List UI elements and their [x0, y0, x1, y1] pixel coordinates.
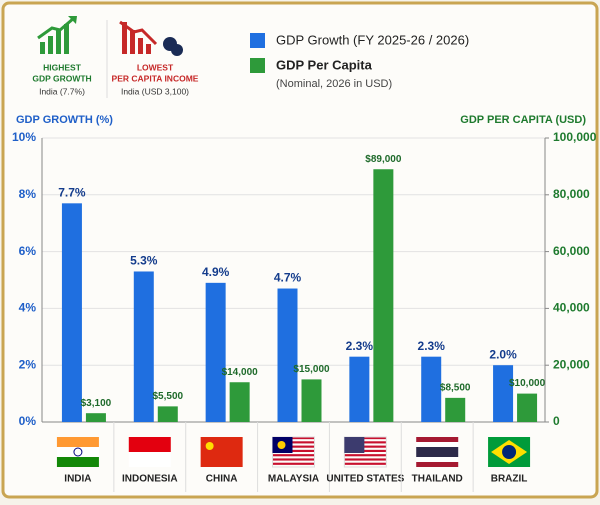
bar	[421, 356, 442, 422]
y2-tick-label: 0	[553, 414, 560, 428]
flag	[344, 437, 387, 440]
flag	[205, 442, 214, 450]
value-label: $89,000	[365, 154, 402, 165]
y-tick-label: 10%	[12, 130, 36, 144]
flag	[416, 437, 459, 442]
x-tick-label: CHINA	[206, 474, 238, 485]
legend-detail: (Nominal, 2026 in USD)	[276, 78, 392, 90]
legend-swatch	[250, 33, 265, 48]
growth-icon	[37, 16, 77, 54]
bar	[61, 203, 82, 422]
y-tick-label: 6%	[19, 244, 37, 258]
flag	[272, 454, 315, 457]
bar	[517, 393, 538, 422]
x-tick-label: UNITED STATES	[326, 474, 404, 485]
bar	[157, 406, 178, 422]
flag	[416, 452, 459, 457]
y2-tick-label: 40,000	[553, 301, 590, 315]
flag	[344, 441, 387, 444]
flag	[277, 441, 286, 449]
y2-tick-label: 20,000	[553, 357, 590, 371]
flag	[344, 445, 387, 448]
y2-axis-label: GDP PER CAPITA (USD)	[460, 114, 586, 126]
callout-title: PER CAPITA INCOME	[112, 73, 199, 83]
legend-label: GDP Per Capita	[276, 57, 373, 72]
value-label: 2.3%	[418, 339, 446, 353]
flag	[344, 458, 387, 461]
value-label: 7.7%	[58, 185, 86, 199]
x-tick-label: INDONESIA	[122, 474, 178, 485]
x-tick-label: MALAYSIA	[268, 474, 319, 485]
bar	[445, 397, 466, 422]
legend-label: GDP Growth (FY 2025-26 / 2026)	[276, 32, 469, 47]
x-tick-label: BRAZIL	[491, 474, 528, 485]
bar	[349, 356, 370, 422]
flag	[272, 441, 315, 444]
y-tick-label: 2%	[19, 357, 37, 371]
flag	[56, 447, 99, 457]
bar	[205, 282, 226, 422]
bar	[493, 365, 514, 422]
value-label: $14,000	[222, 367, 259, 378]
flag	[272, 437, 315, 440]
value-label: 2.3%	[346, 339, 374, 353]
flag	[272, 462, 315, 465]
bar	[277, 288, 298, 422]
flag	[344, 449, 387, 452]
flag	[344, 454, 387, 457]
callout-title: LOWEST	[137, 62, 174, 72]
flag	[344, 437, 365, 453]
flag	[73, 447, 83, 457]
flag	[56, 457, 99, 467]
flag	[416, 447, 459, 452]
bar	[229, 382, 250, 422]
decline-icon	[119, 20, 183, 56]
y2-tick-label: 80,000	[553, 187, 590, 201]
value-label: $3,100	[81, 398, 112, 409]
legend-swatch	[250, 58, 265, 73]
value-label: 4.7%	[274, 271, 302, 285]
flag	[416, 457, 459, 462]
value-label: 4.9%	[202, 265, 230, 279]
flag	[344, 462, 387, 465]
y2-tick-label: 60,000	[553, 244, 590, 258]
callout-title: HIGHEST	[43, 62, 82, 72]
flag	[272, 445, 315, 448]
y-tick-label: 8%	[19, 187, 37, 201]
flag	[272, 458, 315, 461]
value-label: $5,500	[152, 391, 183, 402]
y-axis-label: GDP GROWTH (%)	[16, 114, 113, 126]
y-tick-label: 4%	[19, 301, 37, 315]
value-label: 5.3%	[130, 254, 158, 268]
callout-detail: India (7.7%)	[39, 86, 85, 96]
x-tick-label: INDIA	[64, 474, 91, 485]
callout-title: GDP GROWTH	[32, 73, 91, 83]
bar	[373, 169, 394, 422]
y2-tick-label: 100,000	[553, 130, 597, 144]
callout-detail: India (USD 3,100)	[121, 86, 189, 96]
flag	[128, 437, 171, 452]
bar	[301, 379, 322, 422]
bar	[85, 413, 106, 422]
x-tick-label: THAILAND	[412, 474, 463, 485]
flag	[200, 437, 243, 467]
flag	[56, 437, 99, 447]
flag	[502, 445, 517, 459]
value-label: $8,500	[440, 383, 471, 394]
flag	[128, 452, 171, 467]
value-label: $10,000	[509, 378, 546, 389]
flag	[416, 442, 459, 447]
bar	[133, 271, 154, 422]
flag	[416, 462, 459, 467]
value-label: 2.0%	[489, 347, 517, 361]
y-tick-label: 0%	[19, 414, 37, 428]
value-label: $15,000	[293, 364, 330, 375]
flag	[272, 449, 315, 452]
